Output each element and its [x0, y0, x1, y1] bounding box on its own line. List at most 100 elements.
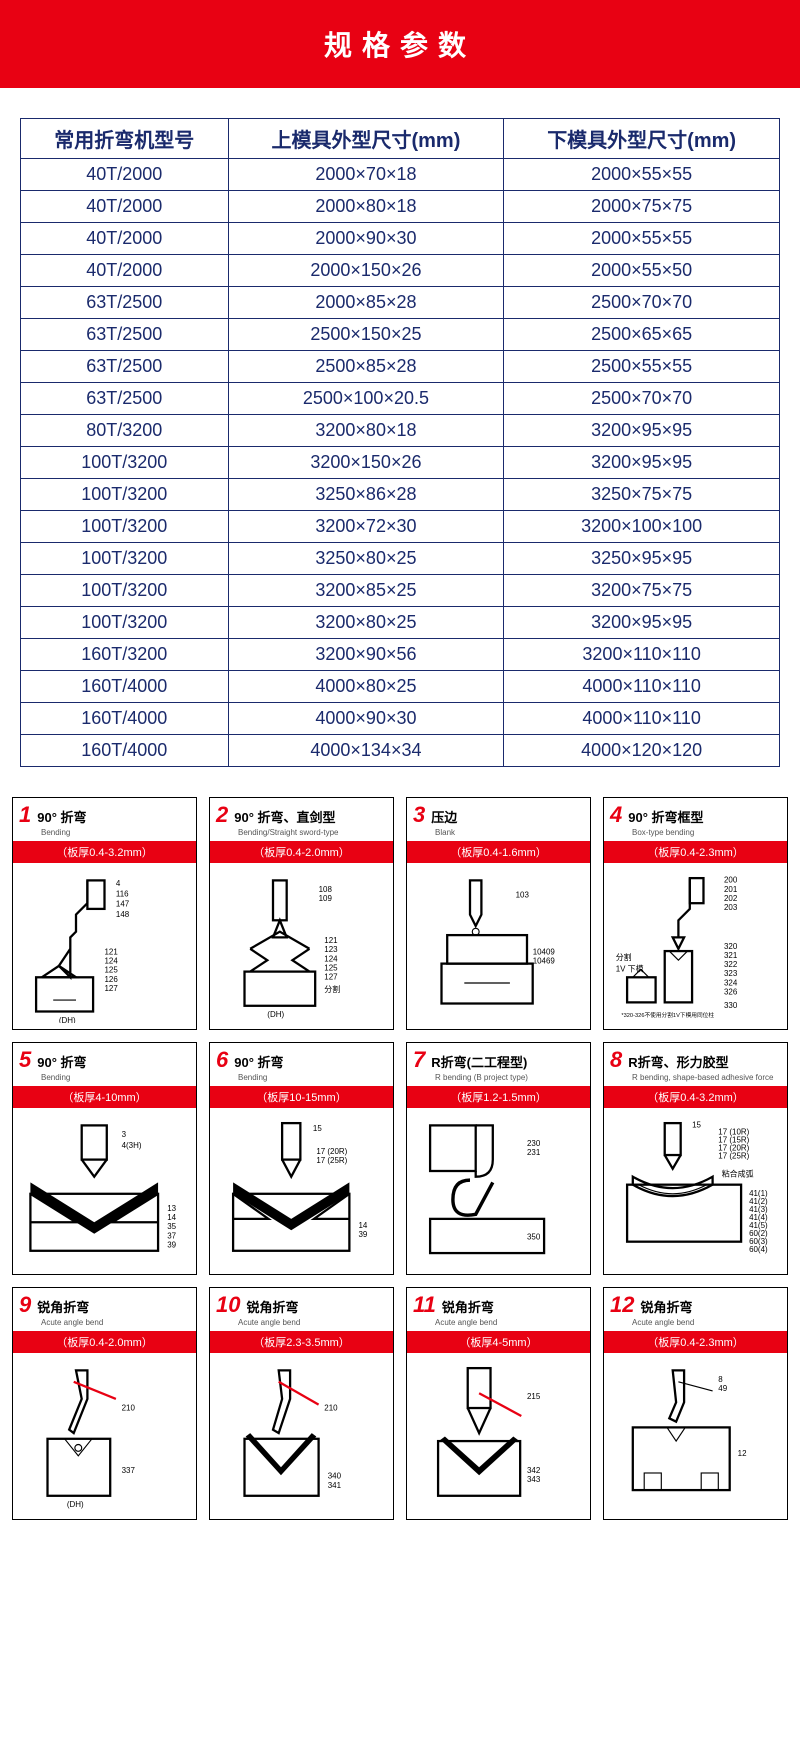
diagram-card: 10 锐角折弯 Acute angle bend （板厚2.3-3.5mm）: [209, 1287, 394, 1520]
table-row: 63T/25002500×85×282500×55×55: [21, 351, 780, 383]
table-cell: 3200×100×100: [504, 511, 780, 543]
table-cell: 2000×55×55: [504, 159, 780, 191]
diagram-card: 1 90° 折弯 Bending （板厚0.4-3.2mm）: [12, 797, 197, 1030]
diagram-card: 4 90° 折弯框型 Box-type bending （板厚0.4-2.3mm…: [603, 797, 788, 1030]
card-title: R折弯(二工程型): [431, 1052, 527, 1071]
card-thickness-strip: （板厚1.2-1.5mm）: [407, 1086, 590, 1108]
card-title: 压边: [431, 807, 457, 826]
table-row: 100T/32003250×86×283250×75×75: [21, 479, 780, 511]
table-cell: 3250×86×28: [228, 479, 504, 511]
card-header: 1 90° 折弯: [13, 798, 196, 830]
card-subtitle: Bending: [13, 828, 196, 841]
card-diagram: [604, 863, 787, 1029]
card-thickness-strip: （板厚10-15mm）: [210, 1086, 393, 1108]
card-header: 6 90° 折弯: [210, 1043, 393, 1075]
table-row: 40T/20002000×90×302000×55×55: [21, 223, 780, 255]
table-cell: 2500×70×70: [504, 383, 780, 415]
card-header: 5 90° 折弯: [13, 1043, 196, 1075]
card-diagram: [604, 1353, 787, 1519]
card-number: 1: [19, 802, 31, 828]
table-cell: 160T/4000: [21, 703, 229, 735]
table-cell: 3200×75×75: [504, 575, 780, 607]
card-subtitle: Bending/Straight sword-type: [210, 828, 393, 841]
card-header: 10 锐角折弯: [210, 1288, 393, 1320]
table-cell: 2000×90×30: [228, 223, 504, 255]
diagram-card: 7 R折弯(二工程型) R bending (B project type) （…: [406, 1042, 591, 1275]
diagram-card: 9 锐角折弯 Acute angle bend （板厚0.4-2.0mm）: [12, 1287, 197, 1520]
card-title: 90° 折弯: [37, 807, 86, 826]
card-subtitle: Acute angle bend: [13, 1318, 196, 1331]
table-cell: 63T/2500: [21, 287, 229, 319]
card-thickness-strip: （板厚0.4-2.3mm）: [604, 841, 787, 863]
card-title: 90° 折弯: [37, 1052, 86, 1071]
card-number: 10: [216, 1292, 240, 1318]
card-number: 5: [19, 1047, 31, 1073]
table-cell: 100T/3200: [21, 511, 229, 543]
table-cell: 3200×80×18: [228, 415, 504, 447]
table-cell: 160T/4000: [21, 671, 229, 703]
table-header: 下模具外型尺寸(mm): [504, 119, 780, 159]
table-cell: 3250×80×25: [228, 543, 504, 575]
diagram-grid: 1 90° 折弯 Bending （板厚0.4-3.2mm） 2 90° 折弯、…: [0, 797, 800, 1540]
card-title: 90° 折弯、直剑型: [234, 807, 335, 826]
table-cell: 4000×110×110: [504, 671, 780, 703]
card-number: 9: [19, 1292, 31, 1318]
card-diagram: [407, 1108, 590, 1274]
table-cell: 3200×90×56: [228, 639, 504, 671]
table-cell: 100T/3200: [21, 575, 229, 607]
card-header: 11 锐角折弯: [407, 1288, 590, 1320]
card-diagram: [13, 863, 196, 1029]
table-cell: 2500×150×25: [228, 319, 504, 351]
banner-title: 规格参数: [324, 30, 476, 61]
table-row: 63T/25002500×150×252500×65×65: [21, 319, 780, 351]
card-subtitle: Acute angle bend: [210, 1318, 393, 1331]
table-header: 常用折弯机型号: [21, 119, 229, 159]
table-row: 100T/32003200×80×253200×95×95: [21, 607, 780, 639]
card-thickness-strip: （板厚2.3-3.5mm）: [210, 1331, 393, 1353]
card-number: 11: [413, 1292, 436, 1318]
card-number: 6: [216, 1047, 228, 1073]
card-subtitle: Box-type bending: [604, 828, 787, 841]
card-title: R折弯、形力胶型: [628, 1052, 728, 1071]
table-cell: 40T/2000: [21, 255, 229, 287]
table-cell: 3200×80×25: [228, 607, 504, 639]
card-number: 4: [610, 802, 622, 828]
diagram-card: 5 90° 折弯 Bending （板厚4-10mm）: [12, 1042, 197, 1275]
table-cell: 2000×70×18: [228, 159, 504, 191]
table-cell: 3200×72×30: [228, 511, 504, 543]
table-row: 160T/40004000×90×304000×110×110: [21, 703, 780, 735]
card-subtitle: R bending, shape-based adhesive force: [604, 1073, 787, 1086]
table-cell: 2000×80×18: [228, 191, 504, 223]
diagram-card: 3 压边 Blank （板厚0.4-1.6mm）: [406, 797, 591, 1030]
card-subtitle: R bending (B project type): [407, 1073, 590, 1086]
table-cell: 4000×110×110: [504, 703, 780, 735]
table-cell: 2500×55×55: [504, 351, 780, 383]
table-row: 63T/25002000×85×282500×70×70: [21, 287, 780, 319]
card-title: 90° 折弯: [234, 1052, 283, 1071]
card-header: 12 锐角折弯: [604, 1288, 787, 1320]
card-diagram: [210, 1108, 393, 1274]
table-row: 40T/20002000×70×182000×55×55: [21, 159, 780, 191]
card-number: 8: [610, 1047, 622, 1073]
card-diagram: [13, 1353, 196, 1519]
card-header: 3 压边: [407, 798, 590, 830]
card-header: 2 90° 折弯、直剑型: [210, 798, 393, 830]
table-cell: 2500×70×70: [504, 287, 780, 319]
card-diagram: [210, 1353, 393, 1519]
table-cell: 100T/3200: [21, 607, 229, 639]
card-diagram: [407, 1353, 590, 1519]
card-thickness-strip: （板厚0.4-3.2mm）: [604, 1086, 787, 1108]
table-row: 160T/32003200×90×563200×110×110: [21, 639, 780, 671]
table-cell: 4000×134×34: [228, 735, 504, 767]
table-cell: 40T/2000: [21, 223, 229, 255]
table-row: 63T/25002500×100×20.52500×70×70: [21, 383, 780, 415]
card-diagram: [604, 1108, 787, 1274]
diagram-card: 6 90° 折弯 Bending （板厚10-15mm）: [209, 1042, 394, 1275]
table-cell: 160T/3200: [21, 639, 229, 671]
diagram-card: 2 90° 折弯、直剑型 Bending/Straight sword-type…: [209, 797, 394, 1030]
table-row: 160T/40004000×134×344000×120×120: [21, 735, 780, 767]
card-number: 3: [413, 802, 425, 828]
table-cell: 63T/2500: [21, 383, 229, 415]
card-diagram: [13, 1108, 196, 1274]
table-cell: 2500×100×20.5: [228, 383, 504, 415]
